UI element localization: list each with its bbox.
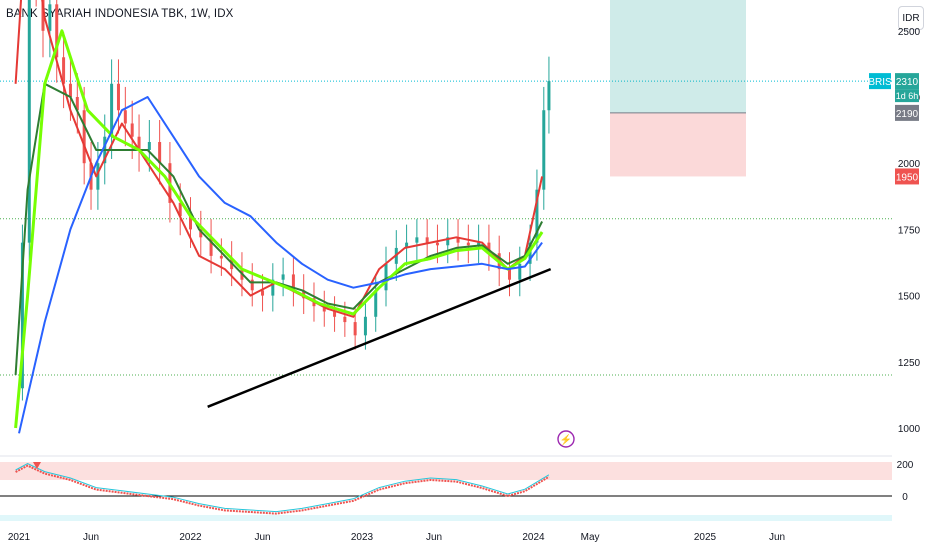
moving-average-line (14, 0, 544, 318)
countdown-tag (895, 89, 919, 103)
oscillator-bottom-band (0, 515, 892, 521)
moving-average-line (14, 29, 544, 429)
trendline (207, 267, 552, 408)
time-tick-label: Jun (769, 532, 785, 543)
price-tick-label: 1250 (898, 358, 921, 369)
candle-body (27, 0, 31, 243)
candle-body (415, 237, 419, 243)
candle-body (82, 110, 86, 164)
time-tick-label: 2021 (8, 532, 31, 543)
time-tick-label: 2025 (694, 532, 717, 543)
price-label-text: BRIS (868, 77, 892, 88)
dividend-event-icon (557, 430, 575, 448)
oscillator-signal-line (15, 463, 550, 513)
countdown-text: 1d 6h (896, 91, 919, 101)
candle-body (291, 274, 295, 291)
candle-body (547, 81, 551, 111)
currency-button[interactable]: IDR (898, 6, 924, 30)
price-tick-label: 1500 (898, 292, 921, 303)
candle-body (384, 263, 388, 291)
candle-body (363, 316, 367, 336)
oscillator-tick-label: 200 (897, 460, 914, 471)
candle-body (353, 322, 357, 336)
candle-body (250, 279, 254, 291)
candle-body (333, 311, 337, 317)
moving-average-line (18, 96, 543, 434)
time-tick-label: 2023 (351, 532, 374, 543)
candle-body (435, 242, 439, 246)
candle-body (446, 237, 450, 246)
time-tick-label: 2024 (522, 532, 545, 543)
time-tick-label: 2022 (179, 532, 202, 543)
candle-body (374, 290, 378, 317)
candle-body (147, 142, 151, 150)
candle-body (425, 237, 429, 243)
candle-body (487, 242, 491, 254)
time-tick-label: Jun (83, 532, 99, 543)
position-loss-zone (610, 112, 746, 177)
time-tick-label: May (581, 532, 600, 543)
candle-body (41, 0, 45, 31)
price-label-tag (869, 73, 891, 90)
candle-body (271, 279, 275, 296)
candle-body (542, 110, 546, 190)
moving-average-line (14, 82, 543, 376)
candle-body (178, 202, 182, 217)
candle-body (189, 216, 192, 230)
candle-body (130, 123, 134, 137)
chart-title: BANK SYARIAH INDONESIA TBK, 1W, IDX (6, 8, 234, 20)
position-profit-zone (610, 0, 746, 113)
candle-body (96, 163, 100, 190)
price-label-text: 2190 (896, 109, 919, 120)
sell-signal-marker (33, 462, 41, 469)
candle-body (518, 263, 522, 280)
candle-body (116, 83, 120, 111)
oscillator-line (15, 464, 550, 515)
candle-body (75, 97, 79, 111)
candle-body (209, 237, 213, 256)
oscillator-overbought-band (0, 462, 892, 480)
price-tick-label: 2500 (898, 27, 921, 38)
lightning-icon: ⚡ (560, 433, 572, 446)
price-label-tag (895, 168, 919, 185)
candle-body (456, 237, 460, 243)
candle-body (68, 83, 72, 97)
price-tick-label: 1750 (898, 225, 921, 236)
candle-body (535, 189, 539, 243)
price-label-tag (895, 104, 919, 121)
price-tick-label: 2000 (898, 159, 921, 170)
candle-body (322, 306, 326, 312)
time-tick-label: Jun (426, 532, 442, 543)
candle-body (158, 142, 162, 164)
price-tick-label: 1000 (898, 424, 921, 435)
price-label-tag (895, 73, 919, 90)
candle-body (62, 57, 66, 84)
candle-body (123, 110, 127, 124)
oscillator-tick-label: 0 (902, 492, 908, 503)
candle-body (48, 4, 52, 31)
candle-body (219, 255, 223, 259)
candle-body (281, 274, 285, 280)
candle-body (261, 290, 265, 296)
candle-body (466, 242, 470, 246)
candle-body (110, 83, 114, 137)
candle-body (137, 136, 141, 150)
price-label-text: 1950 (896, 172, 919, 183)
candle-body (199, 229, 203, 238)
time-tick-label: Jun (254, 532, 270, 543)
candle-body (55, 4, 59, 58)
candle-body (343, 316, 347, 323)
candle-body (477, 242, 481, 246)
candle-body (507, 269, 511, 280)
candle-body (405, 242, 409, 248)
price-label-text: 2310 (896, 77, 919, 88)
candle-body (20, 242, 24, 389)
